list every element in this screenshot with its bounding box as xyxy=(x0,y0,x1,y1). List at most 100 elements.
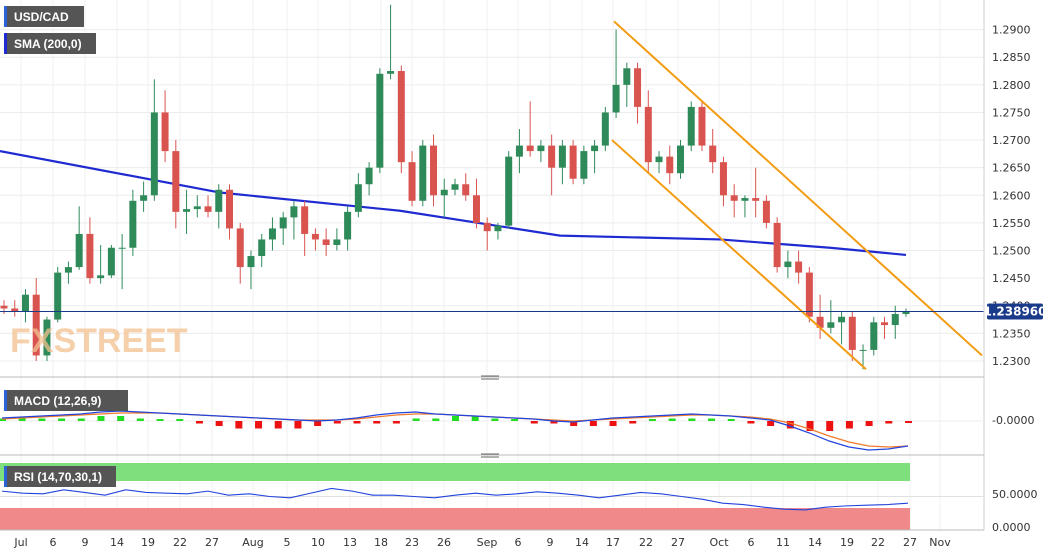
date-tick-label: Oct xyxy=(709,536,729,549)
candle xyxy=(515,129,523,174)
candle-body xyxy=(376,73,384,168)
candle-body xyxy=(193,206,201,210)
panel-resize-handle-1[interactable] xyxy=(481,375,499,380)
macd-hist-bar xyxy=(452,416,459,421)
candle-body xyxy=(226,189,233,229)
candle-body xyxy=(666,156,674,174)
candle xyxy=(430,134,438,207)
date-tick-label: 11 xyxy=(776,536,790,549)
candle xyxy=(870,316,878,356)
candle-body xyxy=(397,71,405,163)
candle-body xyxy=(344,211,352,240)
date-tick-label: 14 xyxy=(110,536,124,549)
candle-body xyxy=(236,228,244,268)
candle-body xyxy=(537,145,545,152)
candle-body xyxy=(97,275,105,279)
date-tick-label: 5 xyxy=(284,536,291,549)
candle xyxy=(838,311,846,345)
sma-legend[interactable]: SMA (200,0) xyxy=(4,33,96,54)
candle xyxy=(311,228,319,251)
date-tick-label: 14 xyxy=(808,536,822,549)
candle xyxy=(634,62,642,124)
candle-body xyxy=(902,311,910,315)
macd-hist-bar xyxy=(708,418,716,421)
candle xyxy=(655,151,663,174)
candle-body xyxy=(730,195,738,201)
candle-body xyxy=(719,162,727,196)
date-tick-label: 27 xyxy=(903,536,917,549)
candle xyxy=(612,29,620,118)
last-price-label: 1.238960 xyxy=(983,303,1047,320)
candle xyxy=(816,294,824,339)
macd-hist-bar xyxy=(727,419,735,421)
price-tick-label: 1.2650 xyxy=(992,162,1031,175)
macd-line xyxy=(1,410,909,451)
candle xyxy=(86,217,94,284)
candle-body xyxy=(86,233,94,279)
date-tick-label: 22 xyxy=(173,536,187,549)
rsi-tick-0: 0.0000 xyxy=(992,521,1031,534)
candle xyxy=(591,140,599,174)
symbol-legend[interactable]: USD/CAD xyxy=(4,6,84,27)
candle-body xyxy=(215,189,223,212)
macd-hist-bar xyxy=(865,421,873,426)
macd-hist-bar xyxy=(353,421,361,424)
date-tick-label: 9 xyxy=(547,536,554,549)
candle-body xyxy=(408,162,416,201)
candle-body xyxy=(591,145,599,152)
candle xyxy=(268,217,276,251)
candle xyxy=(172,140,180,229)
macd-hist-bar xyxy=(38,418,46,421)
date-tick-label: 9 xyxy=(82,536,89,549)
candle-body xyxy=(354,184,362,212)
rsi-legend[interactable]: RSI (14,70,30,1) xyxy=(4,466,116,487)
candle xyxy=(698,101,706,152)
candle-body xyxy=(11,308,19,312)
rsi-label: RSI (14,70,30,1) xyxy=(14,470,102,484)
candle-body xyxy=(279,217,287,229)
macd-hist-bar xyxy=(491,418,499,421)
candle xyxy=(795,250,803,284)
candle xyxy=(472,178,480,229)
macd-hist-bar xyxy=(18,418,26,421)
candle xyxy=(161,90,169,163)
candle xyxy=(569,140,577,185)
candle xyxy=(21,289,29,323)
date-axis-ticks: Jul 6 9 14 19 22 27 Aug 5 10 13 18 23 26 Sep 6 9 14 17 22 27… xyxy=(13,536,951,549)
candle xyxy=(226,184,233,240)
candle-body xyxy=(472,195,480,223)
macd-hist-bar xyxy=(136,418,144,421)
date-tick-label: 23 xyxy=(405,536,419,549)
candle xyxy=(526,101,534,157)
price-axis-ticks: 1.23001.23501.24001.24501.25001.25501.26… xyxy=(992,24,1031,368)
candle xyxy=(397,65,405,174)
candle-body xyxy=(430,145,438,196)
candle xyxy=(805,267,813,323)
candle xyxy=(687,101,695,152)
candle-body xyxy=(548,145,556,168)
candle xyxy=(215,184,223,229)
candle xyxy=(290,200,298,240)
price-tick-label: 1.2800 xyxy=(992,79,1031,92)
date-tick-label: 26 xyxy=(437,536,451,549)
date-tick-label: 27 xyxy=(671,536,685,549)
macd-hist-bar xyxy=(511,419,519,421)
candle-body xyxy=(870,322,878,350)
macd-legend[interactable]: MACD (12,26,9) xyxy=(4,390,128,411)
candle xyxy=(859,344,867,370)
candle xyxy=(258,233,266,268)
candle-body xyxy=(612,84,620,113)
candle xyxy=(719,156,727,207)
candle xyxy=(548,134,556,196)
macd-hist-bar xyxy=(432,418,440,421)
date-tick-label: Jul xyxy=(13,536,27,549)
candle-body xyxy=(580,151,588,179)
macd-hist-bar xyxy=(806,421,814,431)
panel-resize-handle-2[interactable] xyxy=(481,453,499,458)
candle-body xyxy=(773,222,781,268)
candle xyxy=(494,222,502,240)
candle xyxy=(183,189,191,234)
date-tick-label: 14 xyxy=(575,536,589,549)
